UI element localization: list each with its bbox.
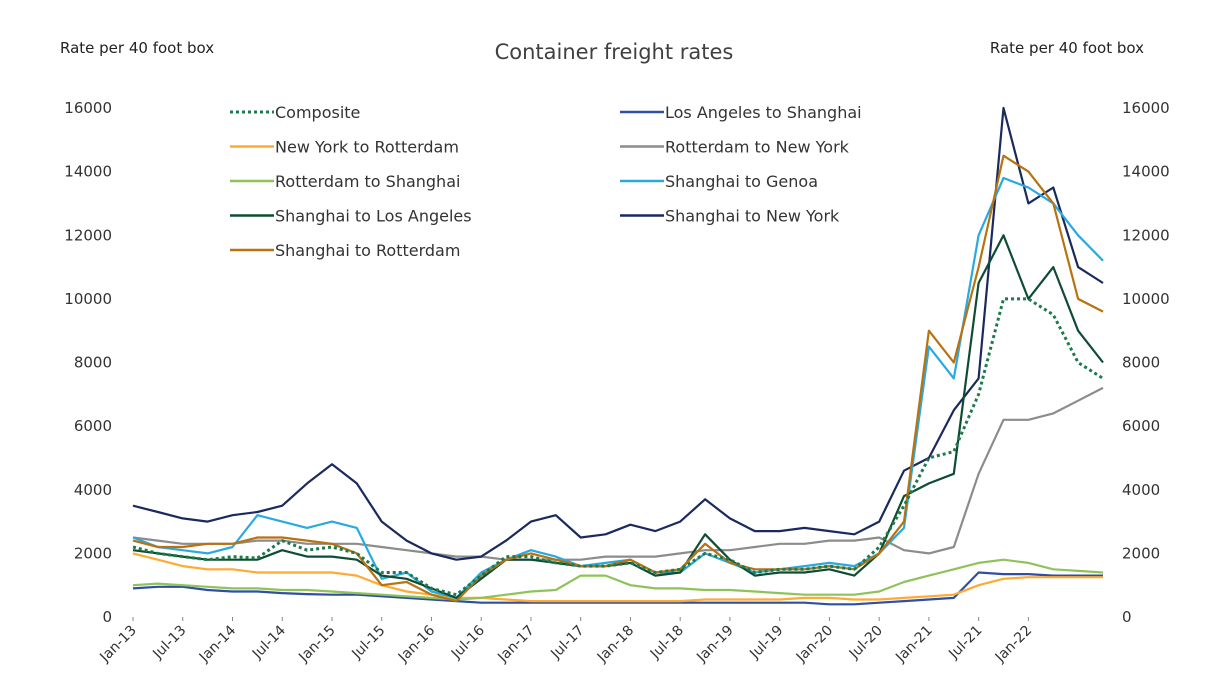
legend-label: Shanghai to Rotterdam [275,241,460,260]
series-line-composite [132,297,1104,597]
y-tick-right: 6000 [1122,417,1160,435]
x-tick-label: Jan-20 [793,623,836,666]
series-line-shanghai-to-genoa [132,176,1104,599]
x-tick-label: Jan-15 [295,623,338,666]
x-tick-label: Jan-18 [594,623,637,666]
x-tick-label: Jan-21 [892,623,935,666]
x-tick-label: Jul-18 [647,623,687,663]
series-layer [132,106,1104,606]
y-tick-right: 0 [1122,608,1132,626]
legend-label: Los Angeles to Shanghai [665,103,862,122]
left-axis-title: Rate per 40 foot box [60,39,214,57]
x-tick-label: Jan-16 [395,622,439,666]
x-tick-label: Jul-13 [149,623,189,663]
y-tick-right: 2000 [1122,544,1160,562]
y-tick-left: 2000 [74,544,112,562]
y-tick-left: 8000 [74,354,112,372]
y-tick-left: 0 [102,608,112,626]
y-tick-right: 12000 [1122,226,1170,244]
series-line-shanghai-to-los-angeles [132,234,1104,599]
left-y-axis: 0 2000 4000 6000 8000 10000 12000 14000 16000 [64,99,112,626]
x-tick-label: Jan-19 [693,623,736,666]
y-tick-left: 12000 [64,226,112,244]
y-tick-left: 4000 [74,481,112,499]
series-line-rotterdam-to-new-york [132,386,1104,561]
x-axis: Jan-13 Jul-13 Jan-14 Jul-14 Jan-15 Jul-15 Jan-… [96,617,1035,666]
legend-label: Shanghai to Genoa [665,172,818,191]
y-tick-right: 14000 [1122,163,1170,181]
series-line-rotterdam-to-shanghai [132,558,1104,601]
x-tick-label: Jan-13 [96,623,139,666]
right-y-axis: 0 2000 4000 6000 8000 10000 12000 14000 16000 [1122,99,1170,626]
x-tick-label: Jul-16 [448,622,488,662]
legend: Composite New York to Rotterdam Rotterdam … [230,103,862,260]
x-tick-label: Jul-15 [348,623,388,663]
y-tick-right: 10000 [1122,290,1170,308]
legend-label: Shanghai to Los Angeles [275,207,472,226]
series-line-shanghai-to-rotterdam [132,154,1104,603]
chart-title: Container freight rates [495,40,734,64]
y-tick-left: 16000 [64,99,112,117]
x-tick-label: Jul-19 [746,623,786,663]
legend-label: Shanghai to New York [665,207,840,226]
x-tick-label: Jan-22 [992,623,1035,666]
y-tick-right: 8000 [1122,354,1160,372]
series-line-shanghai-to-new-york [132,106,1104,561]
legend-label: New York to Rotterdam [275,138,459,157]
x-tick-label: Jul-20 [846,623,886,663]
x-tick-label: Jul-17 [547,623,587,663]
legend-label: Rotterdam to Shanghai [275,172,460,191]
series-line-los-angeles-to-shanghai [132,571,1103,606]
x-tick-label: Jan-17 [494,623,537,666]
right-axis-title: Rate per 40 foot box [990,39,1144,57]
legend-label: Rotterdam to New York [665,138,850,157]
x-tick-label: Jul-21 [945,623,985,663]
legend-label: Composite [275,103,360,122]
y-tick-right: 16000 [1122,99,1170,117]
x-tick-label: Jul-14 [249,622,289,662]
y-tick-left: 10000 [64,290,112,308]
y-tick-right: 4000 [1122,481,1160,499]
series-line-new-york-to-rotterdam [132,552,1103,603]
y-tick-left: 6000 [74,417,112,435]
x-tick-label: Jan-14 [196,622,240,666]
y-tick-left: 14000 [64,163,112,181]
